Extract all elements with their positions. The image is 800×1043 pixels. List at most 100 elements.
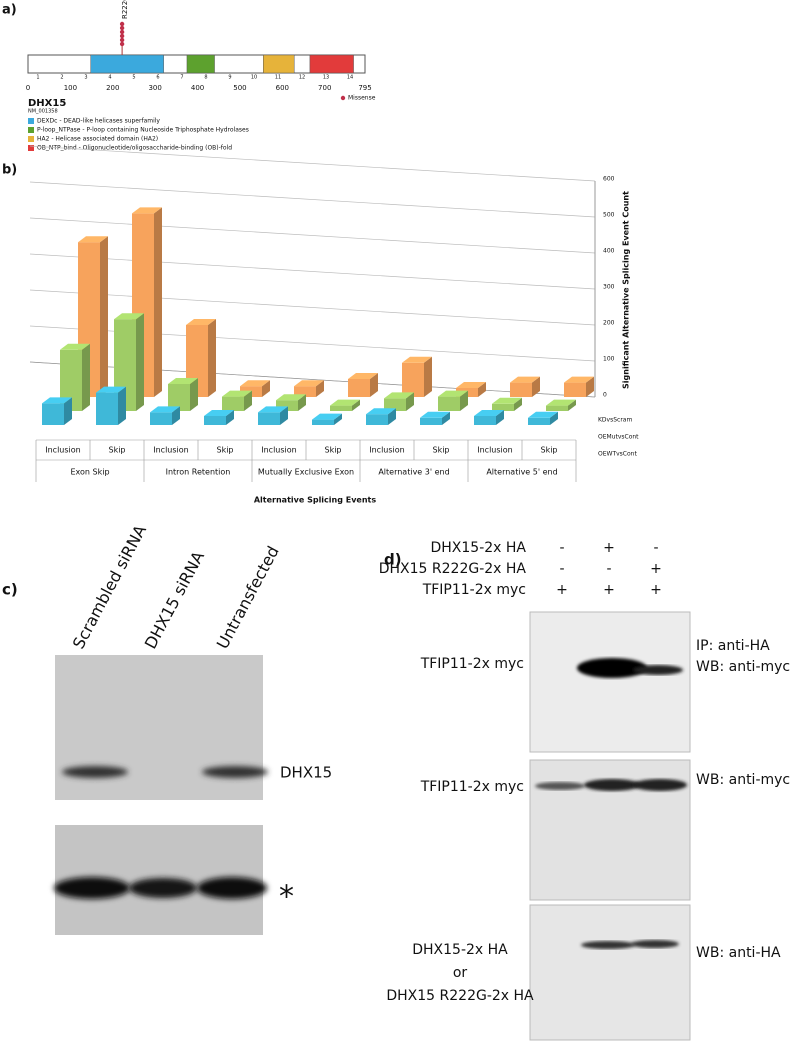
legend-swatch — [28, 127, 34, 133]
bar-front — [168, 384, 190, 411]
bar-side — [388, 408, 396, 425]
legend-swatch — [28, 145, 34, 151]
bar-side — [136, 313, 144, 411]
bar — [294, 380, 324, 397]
condition-label: DHX15 R222G-2x HA — [379, 561, 527, 577]
mutation-dot — [119, 25, 125, 31]
bar-front — [384, 398, 406, 411]
grid-line — [29, 181, 596, 218]
bar-top — [240, 380, 270, 387]
bar-top — [564, 376, 594, 383]
exon-number: 8 — [204, 75, 207, 81]
axis-tick-label: 200 — [106, 84, 119, 92]
bar-front — [330, 405, 352, 411]
blot — [529, 904, 691, 1041]
axis-tick-label: 400 — [191, 84, 204, 92]
bar-front — [276, 400, 298, 411]
bar-top — [222, 390, 252, 397]
blot-label: TFIP11-2x myc — [420, 779, 524, 795]
bar-top — [402, 356, 432, 363]
bar-front — [96, 392, 118, 425]
axis-tick-label: 795 — [358, 84, 371, 92]
y-tick-label: 500 — [603, 212, 615, 219]
bar — [312, 413, 342, 425]
bar-front — [420, 417, 442, 425]
domain — [309, 54, 354, 74]
bar-side — [82, 343, 90, 411]
bar-front — [150, 412, 172, 425]
bar-front — [258, 412, 280, 425]
bar — [402, 356, 432, 397]
bar-top — [474, 410, 504, 416]
band — [129, 878, 197, 898]
condition-sign: + — [650, 582, 662, 598]
condition-sign: + — [650, 561, 662, 577]
band — [535, 782, 585, 790]
bar-side — [280, 406, 288, 425]
bar — [510, 376, 540, 397]
bar-top — [546, 399, 576, 406]
bar-top — [168, 378, 198, 384]
x-axis-label: Alternative Splicing Events — [254, 496, 377, 505]
axis-tick-label: 600 — [276, 84, 289, 92]
x-tick-label: Inclusion — [261, 446, 296, 455]
band — [197, 877, 267, 899]
bar-top — [42, 397, 72, 404]
bar-front — [222, 396, 244, 411]
legend-label: Missense — [348, 95, 376, 102]
bar-side — [64, 397, 72, 425]
group-label: Intron Retention — [166, 468, 231, 477]
grid-line — [29, 253, 596, 290]
exon-number: 9 — [228, 75, 231, 81]
blot-label: or — [453, 965, 468, 981]
bar-side — [532, 376, 540, 397]
bar-top — [276, 394, 306, 401]
bar — [348, 373, 378, 397]
bar-side — [154, 207, 162, 397]
bar-side — [262, 380, 270, 397]
band — [584, 779, 640, 791]
condition-sign: + — [603, 582, 615, 598]
band — [577, 658, 647, 678]
bar-front — [492, 403, 514, 411]
bar-top — [492, 397, 522, 404]
x-tick-label: Inclusion — [369, 446, 404, 455]
blot-label: TFIP11-2x myc — [420, 656, 524, 672]
blot-label: DHX15-2x HA — [412, 942, 508, 958]
bar-front — [474, 416, 496, 425]
bar-side — [190, 378, 198, 411]
bar-top — [186, 319, 216, 325]
bar-side — [244, 390, 252, 411]
mutation-dot — [119, 29, 125, 35]
bar-top — [510, 376, 540, 383]
panel-label: d) — [384, 551, 402, 569]
bar-front — [204, 416, 226, 425]
panel-label: c) — [2, 581, 18, 599]
bar-top — [78, 236, 108, 243]
bar — [222, 390, 252, 411]
bar-front — [564, 382, 586, 397]
mutation-dot — [119, 21, 125, 27]
legend-label: DEXDc - DEAD-like helicases superfamily — [37, 118, 160, 125]
accession: NM_001358 — [28, 109, 58, 115]
bar-side — [334, 413, 342, 425]
bar — [330, 399, 360, 411]
condition-sign: - — [559, 561, 564, 577]
bar-side — [568, 399, 576, 411]
exon-number: 13 — [323, 75, 329, 81]
bar-side — [496, 410, 504, 425]
blot — [55, 655, 263, 800]
bar — [366, 408, 396, 425]
bar — [384, 392, 414, 411]
bar-side — [100, 236, 108, 397]
bar-side — [226, 410, 234, 425]
bar-side — [298, 394, 306, 411]
exon-number: 5 — [132, 75, 135, 81]
y-tick-label: 400 — [603, 248, 615, 255]
bar-side — [370, 373, 378, 397]
bar-side — [118, 386, 126, 425]
bar — [492, 397, 522, 411]
grid-line — [29, 145, 596, 182]
group-label: Mutually Exclusive Exon — [258, 468, 354, 477]
group-label: Exon Skip — [70, 468, 109, 477]
